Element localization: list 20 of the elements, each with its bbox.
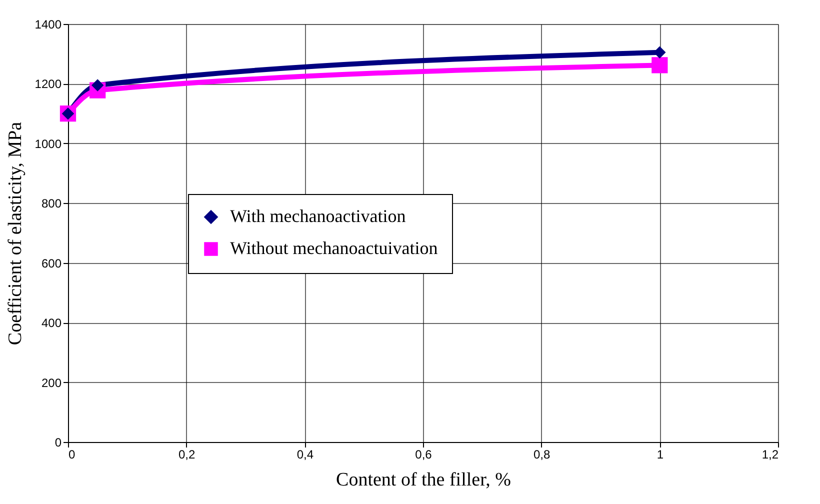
y-tick-label: 1200 <box>34 77 62 92</box>
x-tick-label: 0,4 <box>296 448 314 462</box>
x-tick-label: 0 <box>68 448 76 462</box>
y-tick-label: 1000 <box>34 136 62 151</box>
x-tick-label: 1,2 <box>762 448 779 462</box>
y-tick-label: 400 <box>41 316 62 330</box>
y-tick-label: 0 <box>54 436 62 450</box>
y-axis-title: Coefficient of elasticity, MPa <box>4 121 26 346</box>
legend-label: With mechanoactivation <box>230 206 406 226</box>
y-tick-label: 600 <box>41 256 62 270</box>
point <box>652 57 668 74</box>
x-tick-label: 0,2 <box>178 448 196 462</box>
legend-label: Without mechanoactuivation <box>230 238 438 258</box>
x-tick-label: 1 <box>656 448 664 462</box>
x-tick-label: 0,8 <box>533 448 550 462</box>
x-tick-label: 0,6 <box>415 448 432 462</box>
x-axis-title: Content of the filler, % <box>336 470 512 490</box>
y-tick-label: 1400 <box>34 18 62 32</box>
y-tick-label: 200 <box>41 376 62 390</box>
y-tick-label: 800 <box>41 196 62 211</box>
